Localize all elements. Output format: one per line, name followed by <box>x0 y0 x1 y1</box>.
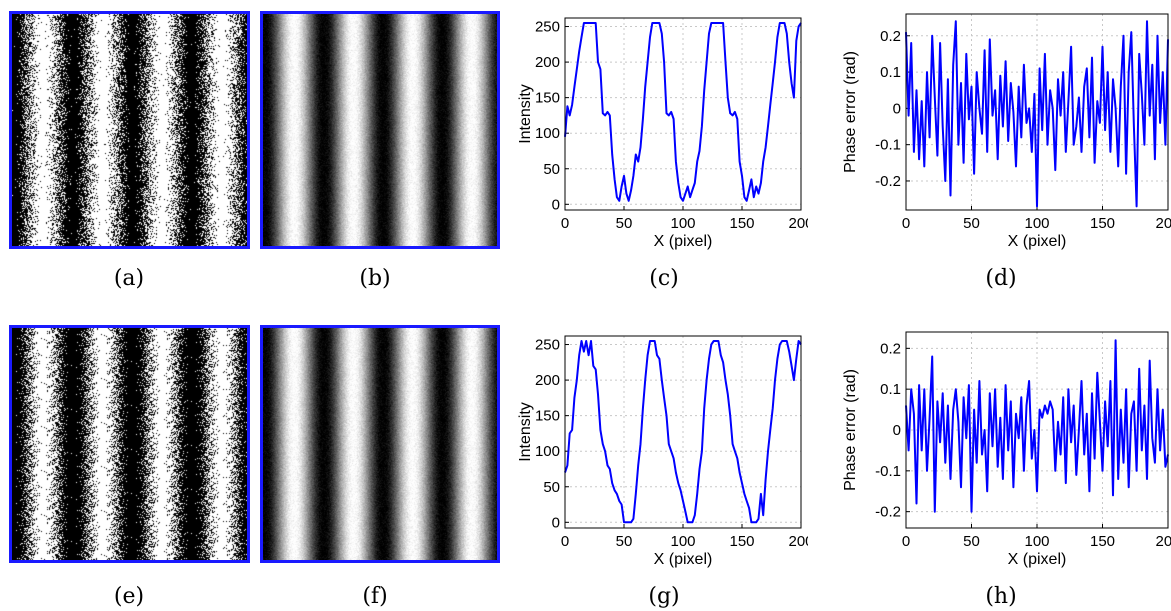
y-axis-label: Intensity <box>517 402 534 462</box>
x-tick-label: 0 <box>561 215 569 232</box>
x-axis-label: X (pixel) <box>1008 551 1067 568</box>
y-tick-label: 0.2 <box>880 28 901 45</box>
caption-g: (g) <box>648 584 680 609</box>
y-tick-label: 150 <box>535 90 560 107</box>
x-tick-label: 200 <box>1155 533 1171 550</box>
blurred-pattern-image-f <box>260 325 500 563</box>
x-tick-label: 200 <box>1155 215 1171 232</box>
x-tick-label: 50 <box>616 215 633 232</box>
x-tick-label: 150 <box>729 215 754 232</box>
axes-frame <box>564 335 802 529</box>
binary-pattern-image-e <box>9 325 250 563</box>
axes-frame <box>905 13 1169 211</box>
caption-f: (f) <box>362 584 388 609</box>
y-tick-label: -0.1 <box>875 137 901 154</box>
phase-error-chart-h: 0 50 100 150 200 -0.2 -0.1 0 0.1 0.2 X (pixel) Phas… <box>842 331 1171 568</box>
y-tick-label: 250 <box>535 337 560 354</box>
x-tick-label: 100 <box>670 215 695 232</box>
y-tick-label: 0 <box>893 422 901 439</box>
y-tick-label: 100 <box>535 443 560 460</box>
x-tick-label: 50 <box>963 533 980 550</box>
x-tick-label: 0 <box>902 215 910 232</box>
binary-pattern-canvas <box>12 328 247 560</box>
y-tick-label: 200 <box>535 372 560 389</box>
binary-pattern-canvas <box>12 14 247 246</box>
series-line <box>564 22 802 202</box>
y-axis-label: Phase error (rad) <box>842 369 859 491</box>
x-tick-label: 150 <box>1090 215 1115 232</box>
y-tick-label: 50 <box>543 479 560 496</box>
x-tick-label: 100 <box>1024 215 1049 232</box>
x-axis-label: X (pixel) <box>654 551 713 568</box>
y-tick-label: 0.1 <box>880 381 901 398</box>
x-axis-label: X (pixel) <box>654 233 713 250</box>
caption-d: (d) <box>985 266 1017 291</box>
blurred-pattern-canvas <box>263 14 497 246</box>
y-axis-label: Phase error (rad) <box>842 51 859 173</box>
caption-c: (c) <box>649 266 679 291</box>
intensity-chart-g: 0 50 100 150 200 0 50 100 150 200 250 X (pixel) Inte… <box>517 335 808 568</box>
series-line <box>564 340 802 524</box>
y-tick-label: -0.1 <box>875 463 901 480</box>
x-axis-label: X (pixel) <box>1008 233 1067 250</box>
intensity-chart-c: 0 50 100 150 200 0 50 100 150 200 250 X (pixel) Inte… <box>517 17 808 250</box>
y-tick-label: -0.2 <box>875 173 901 190</box>
series-line <box>905 20 1169 208</box>
caption-h: (h) <box>985 584 1017 609</box>
caption-b: (b) <box>359 266 391 291</box>
y-tick-label: 0.2 <box>880 340 901 357</box>
x-tick-label: 0 <box>902 533 910 550</box>
x-tick-label: 150 <box>729 533 754 550</box>
y-tick-label: 100 <box>535 125 560 142</box>
y-tick-label: 150 <box>535 408 560 425</box>
y-tick-label: 250 <box>535 19 560 36</box>
x-tick-label: 50 <box>616 533 633 550</box>
y-tick-label: 50 <box>543 161 560 178</box>
axes-frame <box>564 17 802 211</box>
y-tick-label: 0.1 <box>880 64 901 81</box>
series-line <box>905 339 1169 513</box>
x-tick-label: 150 <box>1090 533 1115 550</box>
y-tick-label: 0 <box>893 100 901 117</box>
x-tick-label: 200 <box>788 215 808 232</box>
y-tick-label: 0 <box>552 196 560 213</box>
blurred-pattern-image-b <box>260 11 500 249</box>
y-tick-label: 0 <box>552 514 560 531</box>
phase-error-chart-d: 0 50 100 150 200 -0.2 -0.1 0 0.1 0.2 X (pixel) Phas… <box>842 13 1171 250</box>
y-tick-label: 200 <box>535 54 560 71</box>
blurred-pattern-canvas <box>263 328 497 560</box>
x-tick-label: 100 <box>1024 533 1049 550</box>
x-tick-label: 100 <box>670 533 695 550</box>
y-tick-label: -0.2 <box>875 504 901 521</box>
x-tick-label: 50 <box>963 215 980 232</box>
y-axis-label: Intensity <box>517 84 534 144</box>
x-tick-label: 0 <box>561 533 569 550</box>
caption-e: (e) <box>113 584 145 609</box>
axes-frame <box>905 331 1169 529</box>
caption-a: (a) <box>113 266 145 291</box>
x-tick-label: 200 <box>788 533 808 550</box>
binary-pattern-image-a <box>9 11 250 249</box>
